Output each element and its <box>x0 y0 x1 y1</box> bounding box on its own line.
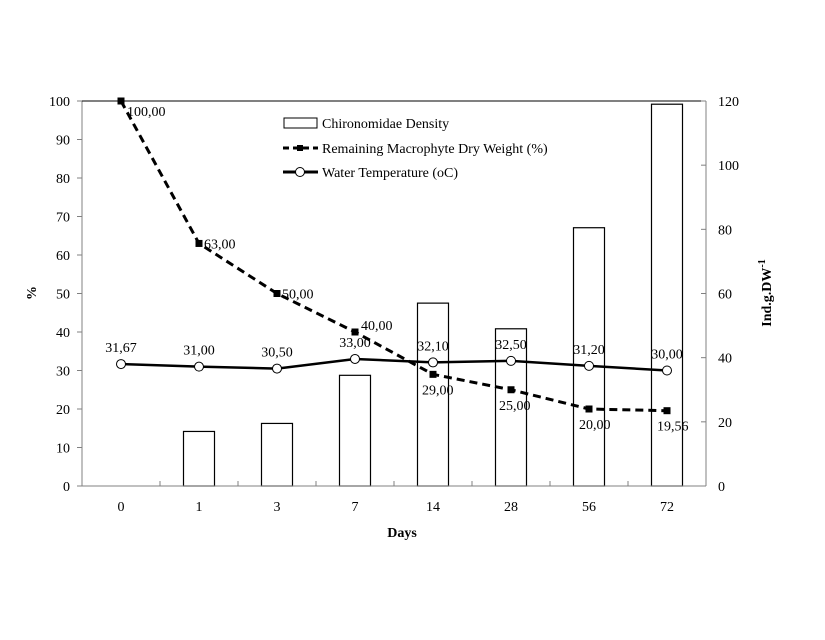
legend-circle-marker <box>295 167 305 177</box>
temperature-label-3: 30,50 <box>261 346 293 361</box>
dryweight-marker-3 <box>273 290 281 297</box>
y-left-tick-label-60: 60 <box>56 249 70 264</box>
y-left-tick-label-30: 30 <box>56 365 70 380</box>
temperature-marker-7 <box>350 353 360 364</box>
temperature-label-28: 32,50 <box>495 338 527 353</box>
y-axis-right-title-main: Ind.g.DW <box>760 268 775 327</box>
temperature-line <box>120 357 668 372</box>
legend: Chironomidae Density Remaining Macrophyt… <box>283 117 548 181</box>
temperature-marker-72 <box>662 365 672 376</box>
y-left-tick-label-40: 40 <box>56 326 70 341</box>
dryweight-marker-7 <box>351 328 359 336</box>
legend-bar-swatch <box>283 117 318 129</box>
temperature-marker-28 <box>506 355 516 366</box>
y-axis-right-title: Ind.g.DW-1 <box>757 259 775 326</box>
y-axis-left-title: % <box>25 286 40 300</box>
dryweight-line <box>119 100 668 413</box>
dryweight-label-3: 50,00 <box>282 288 314 303</box>
x-tick-label-14: 14 <box>426 500 440 515</box>
temperature-label-0: 31,67 <box>105 341 137 356</box>
dryweight-label-72: 19,56 <box>657 420 689 435</box>
bar-14 <box>416 302 450 487</box>
temperature-marker-3 <box>272 363 282 374</box>
temperature-label-72: 30,00 <box>651 348 683 363</box>
y-left-tick-label-0: 0 <box>63 480 70 495</box>
bar-3 <box>260 422 294 487</box>
y-left-tick-label-50: 50 <box>56 288 70 303</box>
density-bars <box>182 103 684 487</box>
dryweight-label-0: 100,00 <box>127 105 166 120</box>
y-left-tick-label-70: 70 <box>56 211 70 226</box>
y-left-tick-label-80: 80 <box>56 172 70 187</box>
x-tick-label-7: 7 <box>352 500 359 515</box>
dryweight-marker-1 <box>195 239 203 247</box>
x-tick-label-1: 1 <box>196 500 203 515</box>
dryweight-label-28: 25,00 <box>499 399 531 414</box>
x-tick-label-28: 28 <box>504 500 518 515</box>
temperature-label-14: 32,10 <box>417 339 449 354</box>
y-right-tick-label-20: 20 <box>718 416 732 431</box>
x-axis-title: Days <box>387 526 417 541</box>
y-right-tick-label-60: 60 <box>718 288 732 303</box>
bar-1 <box>182 430 216 487</box>
dryweight-label-1: 63,00 <box>204 237 236 252</box>
y-left-tick-label-10: 10 <box>56 442 70 457</box>
dryweight-label-56: 20,00 <box>579 418 611 433</box>
series-lines <box>116 97 672 415</box>
y-right-tick-label-100: 100 <box>718 159 739 174</box>
temperature-marker-14 <box>428 357 438 368</box>
x-tick-label-3: 3 <box>274 500 281 515</box>
temperature-marker-1 <box>194 361 204 372</box>
bar-56 <box>572 227 606 487</box>
dryweight-marker-56 <box>585 405 593 413</box>
x-tick-label-56: 56 <box>582 500 596 515</box>
legend-label-density: Chironomidae Density <box>322 117 449 132</box>
axes: 0 10 20 30 40 50 60 70 80 90 100 0 20 40 60 80 100 120 0 1 3… <box>49 95 739 515</box>
dryweight-marker-72 <box>663 407 671 415</box>
bar-7 <box>338 374 372 487</box>
x-tick-label-0: 0 <box>118 500 125 515</box>
y-right-tick-label-0: 0 <box>718 480 725 495</box>
y-right-tick-label-120: 120 <box>718 95 739 110</box>
dryweight-label-14: 29,00 <box>422 383 454 398</box>
y-axis-right-title-sup: -1 <box>757 259 768 267</box>
y-left-tick-label-90: 90 <box>56 134 70 149</box>
x-tick-label-72: 72 <box>660 500 674 515</box>
temperature-label-1: 31,00 <box>183 344 215 359</box>
dryweight-label-7: 40,00 <box>361 319 393 334</box>
y-right-tick-label-80: 80 <box>718 223 732 238</box>
legend-label-temperature: Water Temperature (oC) <box>322 166 458 181</box>
dryweight-marker-0 <box>117 97 125 105</box>
dryweight-marker-28 <box>507 386 515 394</box>
data-labels: 100,00 63,00 50,00 40,00 29,00 25,00 20,00 19,5… <box>105 105 688 435</box>
temperature-label-56: 31,20 <box>573 343 605 358</box>
y-right-tick-label-40: 40 <box>718 352 732 367</box>
temperature-marker-56 <box>584 360 594 371</box>
legend-square-marker <box>297 145 303 151</box>
temperature-label-7: 33,00 <box>339 336 371 351</box>
temperature-marker-0 <box>116 359 126 370</box>
y-left-tick-label-100: 100 <box>49 95 70 110</box>
dryweight-marker-14 <box>429 370 437 378</box>
y-left-tick-label-20: 20 <box>56 403 70 418</box>
legend-label-dryweight: Remaining Macrophyte Dry Weight (%) <box>322 142 548 157</box>
